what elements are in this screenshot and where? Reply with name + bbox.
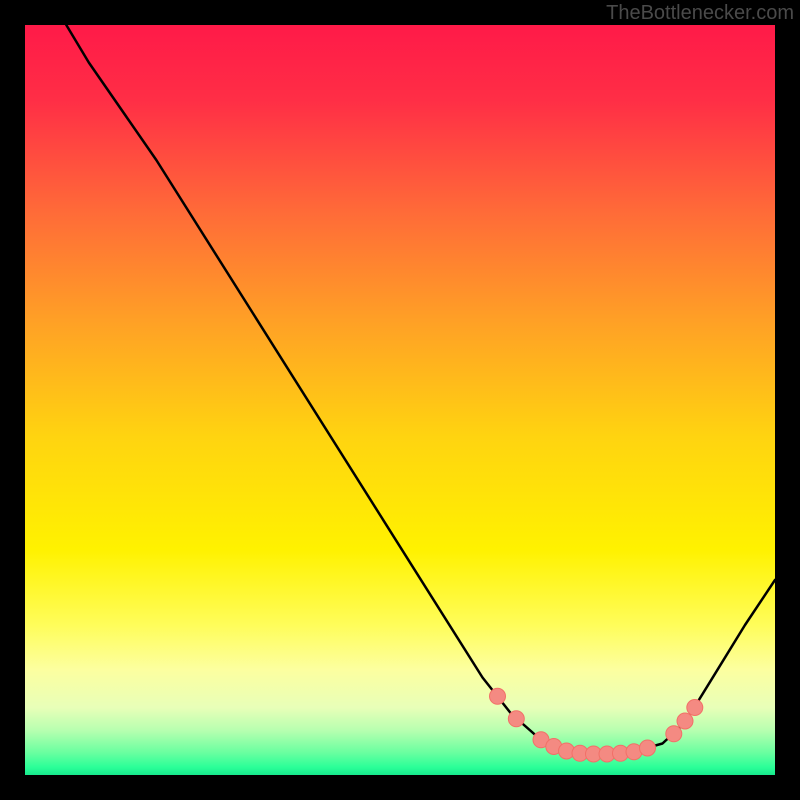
marker-point <box>666 726 682 742</box>
plot-area <box>25 25 775 775</box>
marker-point <box>687 700 703 716</box>
marker-point <box>640 740 656 756</box>
gradient-background <box>25 25 775 775</box>
plot-svg <box>25 25 775 775</box>
marker-point <box>677 713 693 729</box>
watermark-text: TheBottlenecker.com <box>606 2 794 25</box>
marker-point <box>490 688 506 704</box>
marker-point <box>508 711 524 727</box>
chart-frame: TheBottlenecker.com <box>0 0 800 800</box>
